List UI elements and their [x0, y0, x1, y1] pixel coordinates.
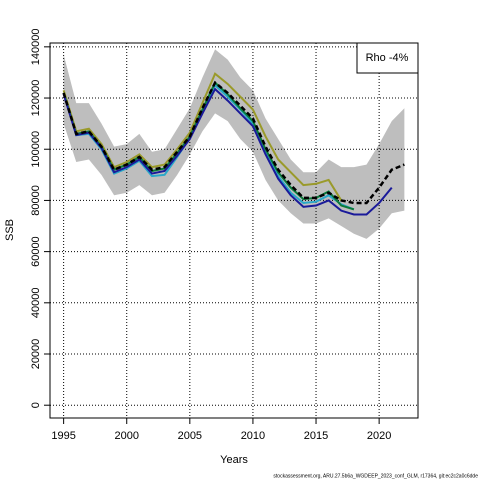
series-line [62, 87, 393, 216]
x-tick-label: 2015 [304, 430, 328, 442]
x-tick-label: 2005 [178, 430, 202, 442]
annotation-box [356, 42, 419, 74]
y-axis-label: SSB [4, 219, 16, 241]
footer: stockassessment.org, ARU.27.5b6a_WGDEEP_… [273, 473, 478, 479]
x-tick-label: 2020 [367, 430, 391, 442]
y-tick-label: 80000 [30, 185, 42, 216]
x-tick-label: 2010 [241, 430, 265, 442]
y-tick-label: 0 [30, 402, 42, 408]
x-axis-label: Years [220, 454, 248, 466]
y-tick-label: 100000 [30, 131, 42, 168]
y-tick-label: 140000 [30, 28, 42, 65]
y-tick-label: 40000 [30, 288, 42, 319]
plot-frame [49, 42, 419, 419]
x-tick-label: 2000 [114, 430, 138, 442]
y-tick-label: 20000 [30, 339, 42, 370]
annotation: Rho -4% [366, 52, 409, 64]
x-tick-label: 1995 [51, 430, 75, 442]
y-tick-label: 120000 [30, 80, 42, 117]
confidence-band [63, 49, 405, 239]
series-line [62, 80, 405, 205]
y-tick-label: 60000 [30, 236, 42, 267]
